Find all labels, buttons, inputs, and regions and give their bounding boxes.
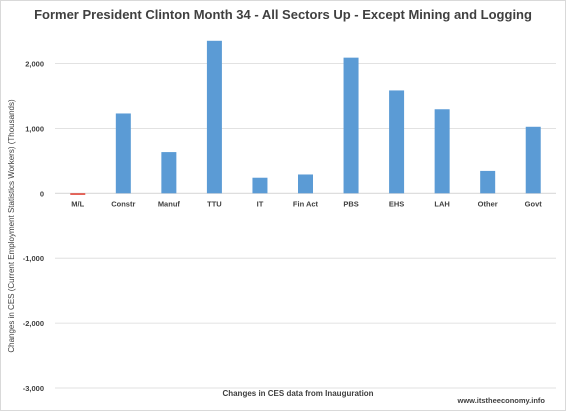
bar-other [480, 170, 496, 194]
bars [70, 40, 541, 195]
bar-pbs [343, 57, 359, 194]
bar-ttu [206, 40, 222, 194]
bar-ehs [389, 90, 405, 194]
bar-fin-act [298, 174, 313, 194]
y-tick-label: 2,000 [25, 60, 44, 69]
y-tick-labels: 2,000 1,000 0 -1,000 -2,000 -3,000 [23, 60, 44, 394]
y-tick-label: -1,000 [23, 254, 44, 263]
category-label: PBS [343, 199, 358, 208]
y-axis-label: Changes in CES (Current Employment Stati… [7, 99, 16, 353]
bar-constr [115, 113, 131, 194]
category-label: Govt [525, 199, 543, 208]
category-label: Manuf [158, 199, 181, 208]
source-credit: www.itstheeconomy.info [456, 396, 545, 405]
y-tick-label: -3,000 [23, 384, 44, 393]
bar-m-l [70, 193, 86, 195]
bar-it [252, 177, 268, 194]
x-axis-label: Changes in CES data from Inauguration [222, 389, 373, 398]
category-label: Other [478, 199, 498, 208]
category-label: Fin Act [293, 199, 319, 208]
category-label: EHS [389, 199, 404, 208]
category-labels: M/L Constr Manuf TTU IT Fin Act PBS EHS LAH Other… [71, 199, 542, 208]
chart-title: Former President Clinton Month 34 - All … [34, 7, 532, 22]
gridlines [55, 63, 556, 389]
category-label: M/L [71, 199, 84, 208]
y-tick-label: 1,000 [25, 124, 44, 133]
category-label: Constr [111, 199, 135, 208]
bar-manuf [161, 152, 177, 194]
bar-govt [525, 126, 541, 194]
bar-lah [434, 109, 450, 194]
y-tick-label: 0 [40, 189, 44, 198]
category-label: LAH [434, 199, 449, 208]
category-label: TTU [207, 199, 222, 208]
y-tick-label: -2,000 [23, 319, 44, 328]
category-label: IT [257, 199, 264, 208]
